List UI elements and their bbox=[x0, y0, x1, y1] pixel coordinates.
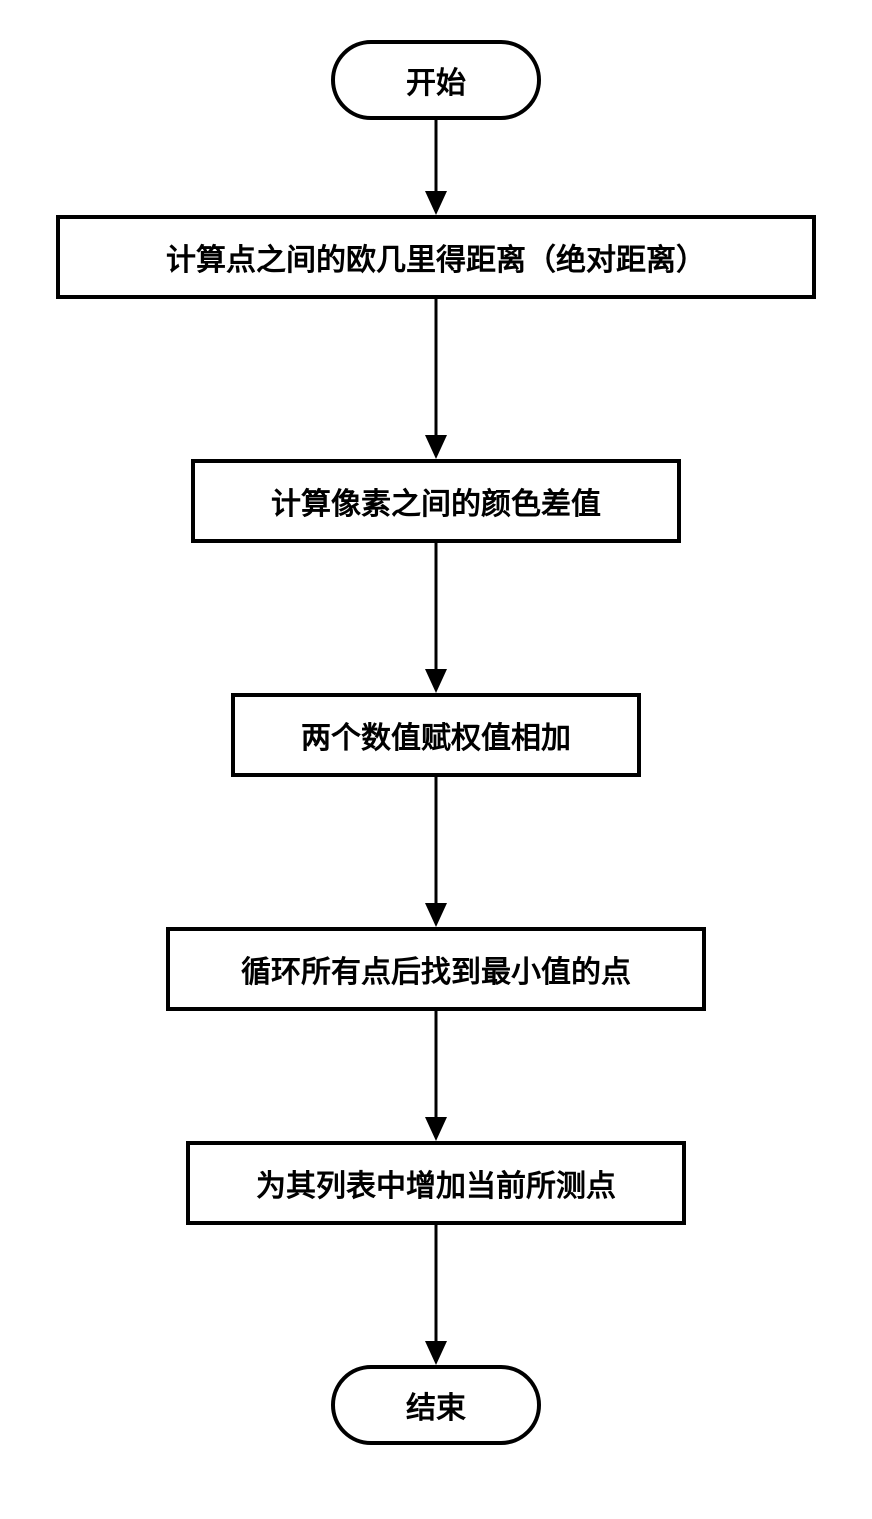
edge-n1-n2 bbox=[425, 299, 447, 459]
edge-n4-n5 bbox=[425, 1011, 447, 1141]
arrow-down-icon bbox=[425, 1011, 447, 1141]
flowchart-container: 开始 计算点之间的欧几里得距离（绝对距离） 计算像素之间的颜色差值 两个数值赋权… bbox=[46, 40, 826, 1445]
end-terminal: 结束 bbox=[331, 1365, 541, 1445]
edge-n5-end bbox=[425, 1225, 447, 1365]
arrow-down-icon bbox=[425, 1225, 447, 1365]
edge-n2-n3 bbox=[425, 543, 447, 693]
arrow-down-icon bbox=[425, 120, 447, 215]
arrow-down-icon bbox=[425, 543, 447, 693]
process-euclidean-distance: 计算点之间的欧几里得距离（绝对距离） bbox=[56, 215, 816, 299]
arrow-down-icon bbox=[425, 299, 447, 459]
start-terminal: 开始 bbox=[331, 40, 541, 120]
process-color-diff: 计算像素之间的颜色差值 bbox=[191, 459, 681, 543]
process-weighted-sum: 两个数值赋权值相加 bbox=[231, 693, 641, 777]
process-find-min: 循环所有点后找到最小值的点 bbox=[166, 927, 706, 1011]
edge-n3-n4 bbox=[425, 777, 447, 927]
process-add-to-list: 为其列表中增加当前所测点 bbox=[186, 1141, 686, 1225]
arrow-down-icon bbox=[425, 777, 447, 927]
edge-start-n1 bbox=[425, 120, 447, 215]
